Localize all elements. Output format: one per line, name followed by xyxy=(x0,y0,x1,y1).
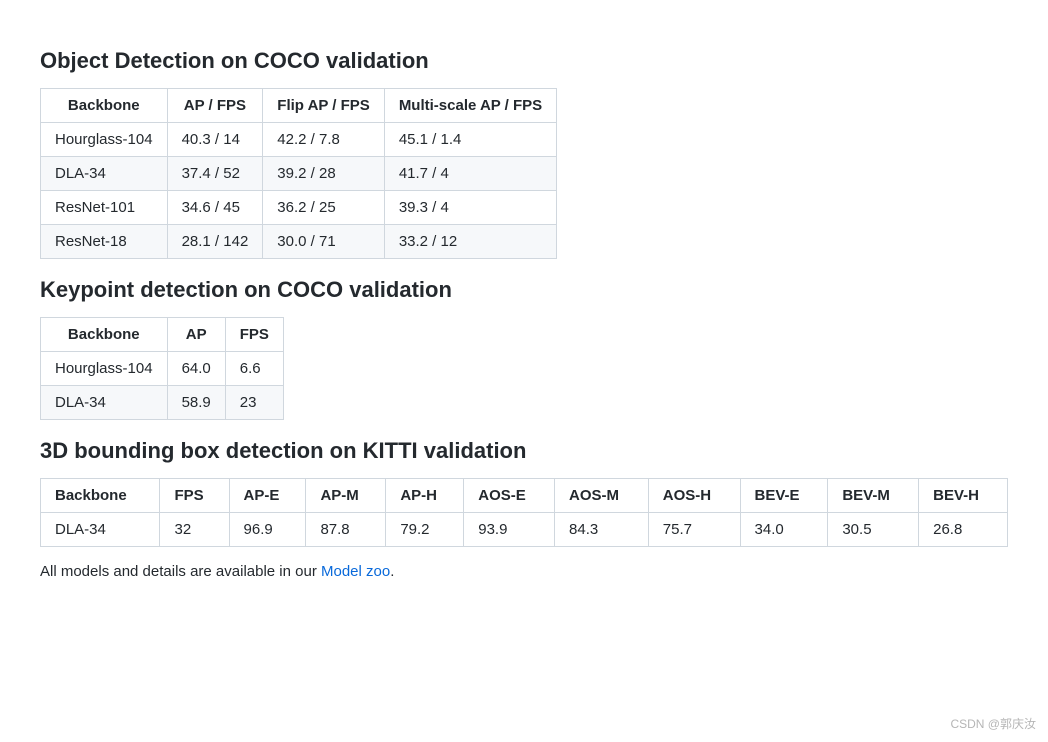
cell: 6.6 xyxy=(225,352,283,386)
cell: 39.3 / 4 xyxy=(384,191,556,225)
footer-note: All models and details are available in … xyxy=(40,563,1008,580)
cell: 93.9 xyxy=(464,513,555,547)
cell: 34.0 xyxy=(740,513,828,547)
cell: 40.3 / 14 xyxy=(167,123,263,157)
col-header: BEV-H xyxy=(919,479,1008,513)
footer-prefix: All models and details are available in … xyxy=(40,563,321,580)
cell: 84.3 xyxy=(555,513,649,547)
cell: 28.1 / 142 xyxy=(167,225,263,259)
model-zoo-link[interactable]: Model zoo xyxy=(321,563,390,580)
cell: ResNet-18 xyxy=(41,225,168,259)
col-header: Flip AP / FPS xyxy=(263,89,385,123)
cell: 39.2 / 28 xyxy=(263,157,385,191)
cell: 64.0 xyxy=(167,352,225,386)
cell: 26.8 xyxy=(919,513,1008,547)
watermark: CSDN @郭庆汝 xyxy=(950,715,1036,732)
cell: 32 xyxy=(160,513,229,547)
cell: 58.9 xyxy=(167,386,225,420)
cell: 33.2 / 12 xyxy=(384,225,556,259)
section-heading-keypoint: Keypoint detection on COCO validation xyxy=(40,277,1008,303)
col-header: FPS xyxy=(160,479,229,513)
cell: 30.5 xyxy=(828,513,919,547)
table-keypoint: Backbone AP FPS Hourglass-104 64.0 6.6 D… xyxy=(40,317,284,420)
cell: 96.9 xyxy=(229,513,306,547)
cell: ResNet-101 xyxy=(41,191,168,225)
col-header: BEV-M xyxy=(828,479,919,513)
table-row: Hourglass-104 64.0 6.6 xyxy=(41,352,284,386)
table-row: ResNet-101 34.6 / 45 36.2 / 25 39.3 / 4 xyxy=(41,191,557,225)
table-3dbbox: Backbone FPS AP-E AP-M AP-H AOS-E AOS-M … xyxy=(40,478,1008,547)
table-detection: Backbone AP / FPS Flip AP / FPS Multi-sc… xyxy=(40,88,557,259)
table-row: DLA-34 32 96.9 87.8 79.2 93.9 84.3 75.7 … xyxy=(41,513,1008,547)
col-header: Backbone xyxy=(41,479,160,513)
col-header: AP xyxy=(167,318,225,352)
cell: 75.7 xyxy=(648,513,740,547)
col-header: AP-M xyxy=(306,479,386,513)
cell: 87.8 xyxy=(306,513,386,547)
cell: 79.2 xyxy=(386,513,464,547)
section-heading-3dbbox: 3D bounding box detection on KITTI valid… xyxy=(40,438,1008,464)
col-header: AOS-E xyxy=(464,479,555,513)
cell: 42.2 / 7.8 xyxy=(263,123,385,157)
cell: 41.7 / 4 xyxy=(384,157,556,191)
col-header: Multi-scale AP / FPS xyxy=(384,89,556,123)
cell: Hourglass-104 xyxy=(41,352,168,386)
section-heading-detection: Object Detection on COCO validation xyxy=(40,48,1008,74)
col-header: FPS xyxy=(225,318,283,352)
table-row: DLA-34 37.4 / 52 39.2 / 28 41.7 / 4 xyxy=(41,157,557,191)
cell: 45.1 / 1.4 xyxy=(384,123,556,157)
table-row: DLA-34 58.9 23 xyxy=(41,386,284,420)
cell: DLA-34 xyxy=(41,513,160,547)
table-row: ResNet-18 28.1 / 142 30.0 / 71 33.2 / 12 xyxy=(41,225,557,259)
cell: 30.0 / 71 xyxy=(263,225,385,259)
cell: Hourglass-104 xyxy=(41,123,168,157)
col-header: Backbone xyxy=(41,318,168,352)
col-header: Backbone xyxy=(41,89,168,123)
cell: 23 xyxy=(225,386,283,420)
table-row: Hourglass-104 40.3 / 14 42.2 / 7.8 45.1 … xyxy=(41,123,557,157)
col-header: BEV-E xyxy=(740,479,828,513)
cell: 34.6 / 45 xyxy=(167,191,263,225)
col-header: AOS-M xyxy=(555,479,649,513)
col-header: AP-E xyxy=(229,479,306,513)
col-header: AOS-H xyxy=(648,479,740,513)
cell: DLA-34 xyxy=(41,157,168,191)
footer-suffix: . xyxy=(390,563,394,580)
cell: 37.4 / 52 xyxy=(167,157,263,191)
cell: DLA-34 xyxy=(41,386,168,420)
col-header: AP / FPS xyxy=(167,89,263,123)
col-header: AP-H xyxy=(386,479,464,513)
cell: 36.2 / 25 xyxy=(263,191,385,225)
